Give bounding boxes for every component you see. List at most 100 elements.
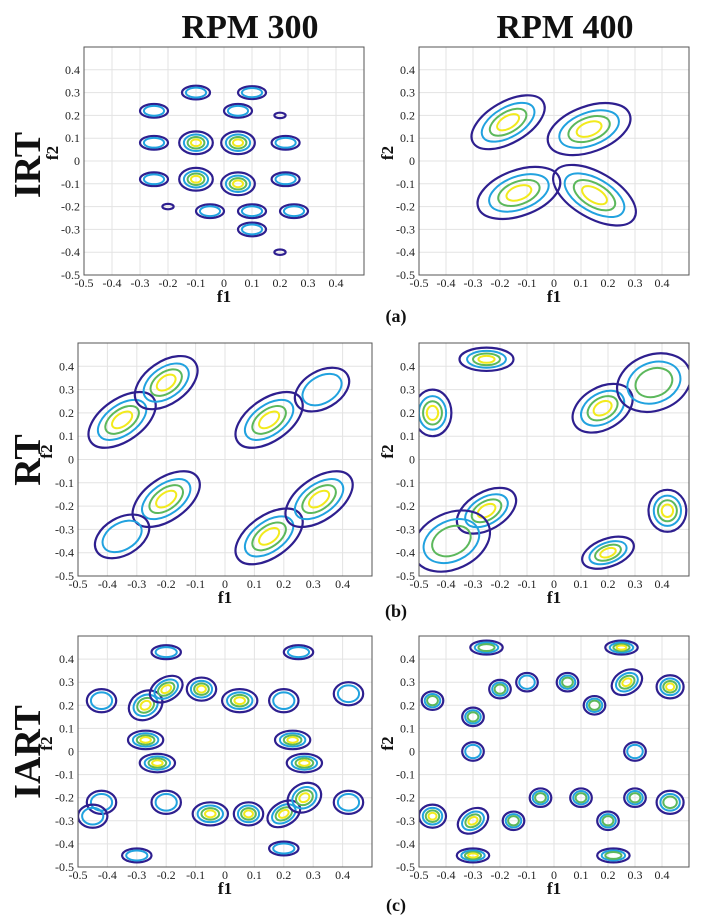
contour-level-2 — [563, 172, 626, 218]
contour-level-3 — [472, 352, 501, 367]
x-tick-label: -0.4 — [437, 868, 456, 882]
contour-level-3 — [294, 789, 314, 807]
contour-level-3 — [228, 136, 248, 150]
x-tick-label: 0.4 — [655, 577, 670, 591]
contour-level-2 — [142, 173, 166, 186]
contour-level-1 — [85, 688, 118, 714]
x-tick-label: 0.2 — [276, 868, 291, 882]
contour-level-1 — [273, 729, 312, 751]
x-tick-label: 0 — [551, 868, 557, 882]
contour-level-2 — [131, 732, 160, 748]
contour-level-3 — [604, 850, 623, 860]
contour-level-3 — [466, 711, 480, 723]
contour-level-2 — [154, 793, 178, 812]
y-tick-label: 0.4 — [400, 652, 415, 666]
x-tick-label: 0.1 — [574, 868, 589, 882]
contour-level-2 — [336, 684, 361, 704]
y-tick-label: -0.4 — [396, 546, 415, 560]
contour-level-2 — [141, 478, 192, 521]
contour-level-4 — [151, 759, 164, 767]
contour-level-1 — [458, 346, 515, 373]
contour-level-3 — [422, 400, 443, 426]
contour-panels: -0.5 -0.4 -0.3 -0.2 -0.1 0 0.1 0.2 0.3 0.4 0.4 0.3 0… — [37, 46, 690, 898]
contour-level-2 — [626, 743, 644, 760]
contour-level-1 — [234, 390, 304, 449]
contour-level-3 — [431, 524, 472, 558]
contour-level-2 — [243, 398, 295, 441]
contour-level-2 — [608, 641, 635, 654]
contour-level-1 — [220, 688, 259, 714]
x-tick-label: -0.4 — [437, 276, 456, 290]
contour-level-1 — [515, 671, 539, 693]
contour-level-1 — [121, 847, 153, 864]
contour-level-3 — [157, 681, 176, 697]
contour-level-2 — [189, 679, 214, 699]
x-axis-label: f1 — [218, 588, 232, 607]
y-tick-label: -0.2 — [55, 791, 74, 805]
y-tick-label: 0.4 — [400, 63, 415, 77]
x-tick-label: 0 — [222, 868, 228, 882]
contour-level-1 — [501, 810, 526, 832]
contour-level-1 — [655, 789, 685, 815]
contour-level-1 — [178, 166, 214, 192]
plot-frame — [418, 46, 690, 276]
contour-level-1 — [476, 165, 562, 221]
x-tick-label: -0.5 — [410, 868, 429, 882]
contour-level-2 — [132, 693, 159, 718]
y-tick-label: -0.5 — [396, 569, 415, 583]
contour-level-2 — [652, 494, 683, 527]
contour-level-3 — [493, 683, 507, 695]
contour-level-1 — [220, 171, 256, 197]
contour-group — [78, 644, 365, 864]
contour-level-1 — [194, 203, 226, 220]
x-tick-label: 0.2 — [276, 577, 291, 591]
contour-level-2 — [460, 849, 486, 862]
contour-level-3 — [463, 850, 483, 860]
plot-frame — [418, 342, 690, 577]
contour-level-1 — [528, 787, 553, 809]
contour-level-1 — [161, 202, 175, 211]
contour-level-2 — [243, 515, 295, 558]
contour-level-2 — [419, 395, 448, 431]
contour-level-3 — [228, 177, 248, 191]
contour-level-2 — [599, 813, 617, 829]
contour-level-1 — [552, 163, 637, 227]
y-tick-label: 0.2 — [400, 108, 415, 122]
contour-level-1 — [582, 694, 607, 716]
contour-level-4 — [467, 815, 479, 826]
contour-level-3 — [497, 178, 541, 207]
contour-group — [419, 639, 685, 864]
contour-level-2 — [198, 205, 222, 218]
x-tick-label: -0.3 — [127, 868, 146, 882]
contour-level-1 — [488, 678, 512, 700]
contour-level-3 — [294, 757, 315, 769]
x-tick-label: -0.3 — [464, 577, 483, 591]
contour-level-1 — [469, 639, 504, 656]
contour-level-4 — [155, 373, 177, 392]
x-tick-label: 0 — [551, 276, 557, 290]
contour-level-1 — [284, 470, 354, 529]
contour-level-1 — [236, 221, 268, 238]
contour-level-1 — [419, 803, 448, 829]
contour-level-1 — [282, 644, 315, 661]
contour-level-1 — [138, 752, 177, 774]
contour-level-1 — [596, 810, 620, 832]
contour-level-2 — [488, 173, 550, 213]
contour-level-3 — [588, 699, 601, 711]
contour-level-1 — [222, 102, 254, 119]
column-title-rpm300: RPM 300 — [182, 9, 319, 46]
contour-level-3 — [104, 404, 140, 435]
x-tick-label: 0.3 — [628, 276, 643, 290]
y-axis-label: f2 — [378, 736, 397, 750]
contour-level-3 — [534, 792, 547, 804]
contour-level-1 — [461, 706, 485, 728]
y-tick-label: -0.4 — [396, 837, 415, 851]
y-tick-label: 0.1 — [59, 429, 74, 443]
x-tick-label: -0.1 — [187, 276, 206, 290]
contour-level-1 — [571, 382, 634, 434]
contour-level-1 — [604, 639, 639, 656]
y-tick-label: 0.3 — [400, 383, 415, 397]
contour-level-1 — [455, 486, 518, 535]
x-tick-label: -0.1 — [186, 868, 205, 882]
contour-level-4 — [204, 809, 217, 819]
